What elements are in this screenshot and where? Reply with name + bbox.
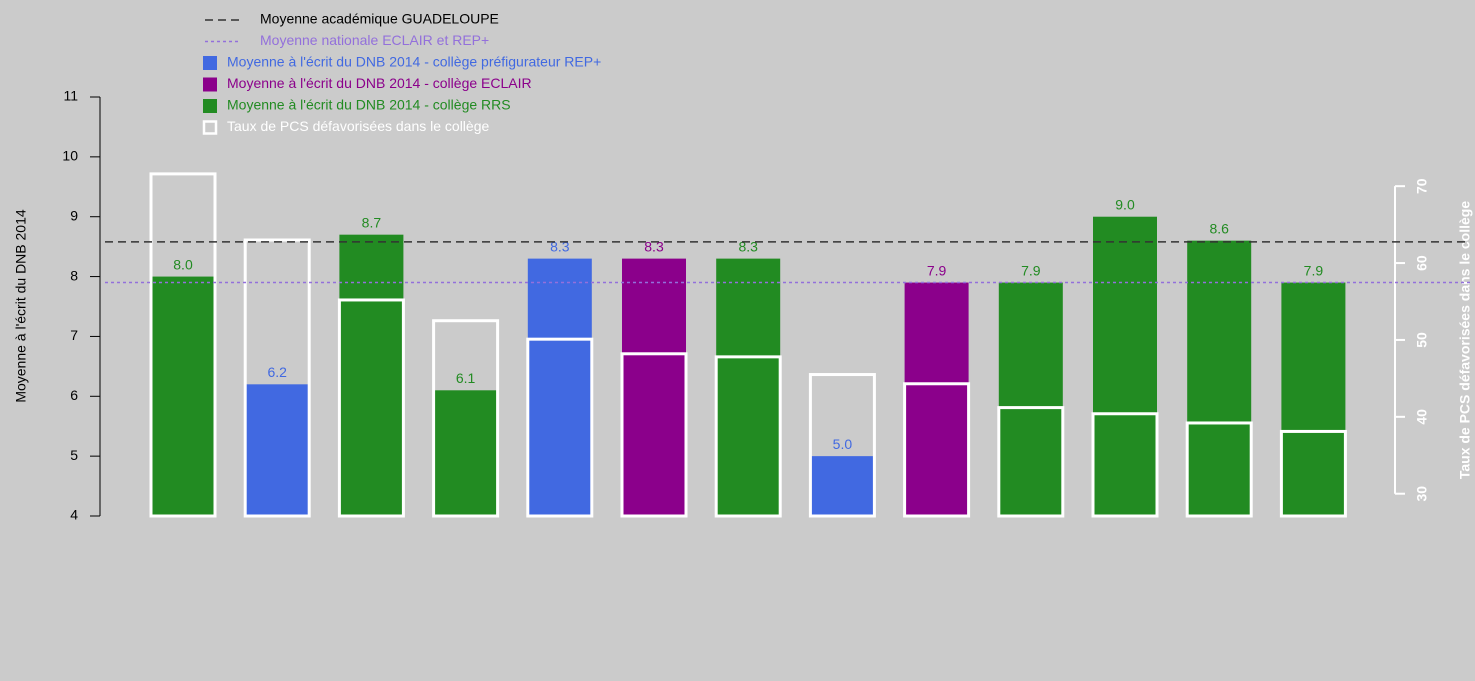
value-label: 8.7 [362, 214, 382, 230]
bar [1187, 240, 1252, 516]
legend-label: Taux de PCS défavorisées dans le collège [227, 118, 489, 134]
pcs-outline [432, 319, 500, 518]
legend-swatch [203, 77, 217, 92]
legend-label: Moyenne à l'écrit du DNB 2014 - collège … [227, 75, 532, 91]
pcs-outline [808, 373, 876, 518]
bar [622, 258, 686, 516]
y-axis-label: Moyenne à l'écrit du DNB 2014 [13, 209, 29, 403]
y-tick-label: 7 [70, 327, 78, 343]
pcs-outline [1279, 429, 1347, 518]
pcs-outline [149, 172, 217, 518]
y2-tick-label: 30 [1414, 486, 1430, 502]
y-tick-label: 5 [70, 447, 78, 463]
value-label: 6.1 [456, 370, 476, 386]
value-label: 7.9 [1304, 262, 1324, 278]
bar [998, 282, 1063, 516]
bar [433, 390, 498, 516]
bar [339, 234, 404, 516]
y2-axis-label: Taux de PCS défavorisées dans le collège [1457, 201, 1473, 480]
y-tick-label: 8 [70, 267, 78, 283]
value-label: 8.0 [173, 256, 193, 272]
value-label: 6.2 [267, 364, 287, 380]
bar [245, 384, 310, 516]
value-label: 8.3 [644, 238, 664, 254]
bar [527, 258, 592, 516]
pcs-outline [1185, 421, 1253, 518]
y-tick-label: 9 [70, 207, 78, 223]
pcs-outline [903, 382, 971, 518]
legend-swatch [203, 56, 217, 70]
y2-tick-label: 50 [1414, 332, 1430, 348]
pcs-outline [526, 337, 594, 518]
legend-label: Moyenne nationale ECLAIR et REP+ [260, 32, 489, 48]
bar [1281, 282, 1346, 516]
pcs-outline [1091, 412, 1159, 518]
y-tick-label: 4 [70, 507, 78, 523]
value-label: 7.9 [1021, 262, 1041, 278]
bar [904, 282, 969, 516]
pcs-outline [620, 352, 688, 518]
bar [1093, 216, 1157, 516]
y-tick-label: 6 [70, 387, 78, 403]
value-label: 8.3 [550, 238, 570, 254]
value-label: 7.9 [927, 262, 947, 278]
legend-swatch [202, 120, 218, 135]
pcs-outline [714, 355, 782, 518]
y2-tick-label: 70 [1414, 178, 1430, 194]
legend-label: Moyenne académique GUADELOUPE [260, 11, 499, 27]
legend-swatch [203, 99, 217, 113]
value-label: 9.0 [1115, 196, 1135, 212]
pcs-outline [243, 238, 311, 518]
bar [151, 276, 215, 516]
y2-tick-label: 40 [1414, 409, 1430, 425]
value-label: 5.0 [833, 436, 853, 452]
y-tick-label: 10 [62, 148, 78, 164]
y-tick-label: 11 [63, 88, 78, 104]
bar [810, 456, 875, 516]
y2-tick-label: 60 [1414, 255, 1430, 271]
legend-label: Moyenne à l'écrit du DNB 2014 - collège … [227, 97, 511, 113]
legend-label: Moyenne à l'écrit du DNB 2014 - collège … [227, 54, 601, 70]
pcs-outline [997, 406, 1065, 518]
value-label: 8.3 [738, 238, 758, 254]
value-label: 8.6 [1209, 220, 1229, 236]
bar [716, 258, 781, 516]
pcs-outline [337, 298, 405, 518]
